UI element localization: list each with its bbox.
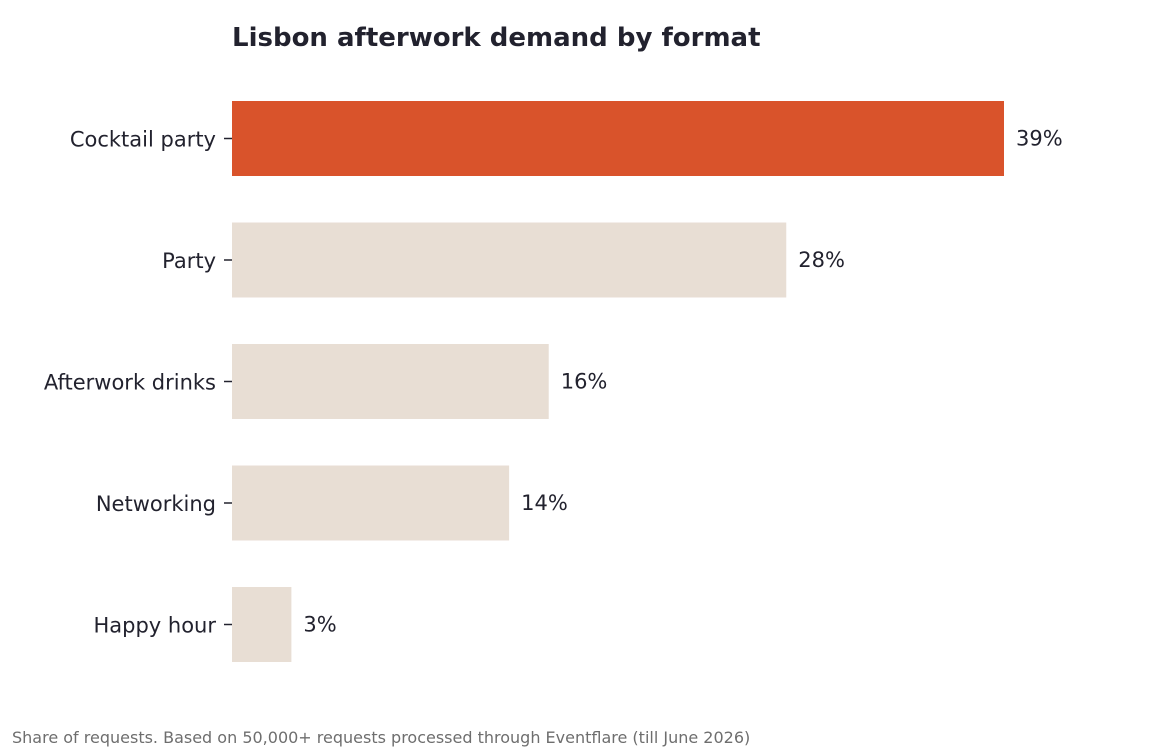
value-label-cocktail-party: 39% [1016,127,1063,151]
bar-afterwork-drinks [232,344,549,419]
category-label-cocktail-party: Cocktail party [70,128,216,152]
category-label-party: Party [162,249,216,273]
bar-cocktail-party [232,101,1004,176]
value-label-afterwork-drinks: 16% [561,370,608,394]
category-label-happy-hour: Happy hour [93,614,216,638]
category-label-afterwork-drinks: Afterwork drinks [44,371,216,395]
bar-happy-hour [232,587,292,662]
bar-party [232,222,787,298]
value-label-networking: 14% [521,491,568,515]
value-label-party: 28% [798,248,845,272]
bars-group: Cocktail party 39% Party 28% Afterwork drink… [44,101,1063,662]
chart-title: Lisbon afterwork demand by format [232,23,761,53]
chart-footnote: Share of requests. Based on 50,000+ requ… [12,728,750,747]
value-label-happy-hour: 3% [303,613,336,637]
category-label-networking: Networking [96,492,216,516]
bar-networking [232,465,510,541]
